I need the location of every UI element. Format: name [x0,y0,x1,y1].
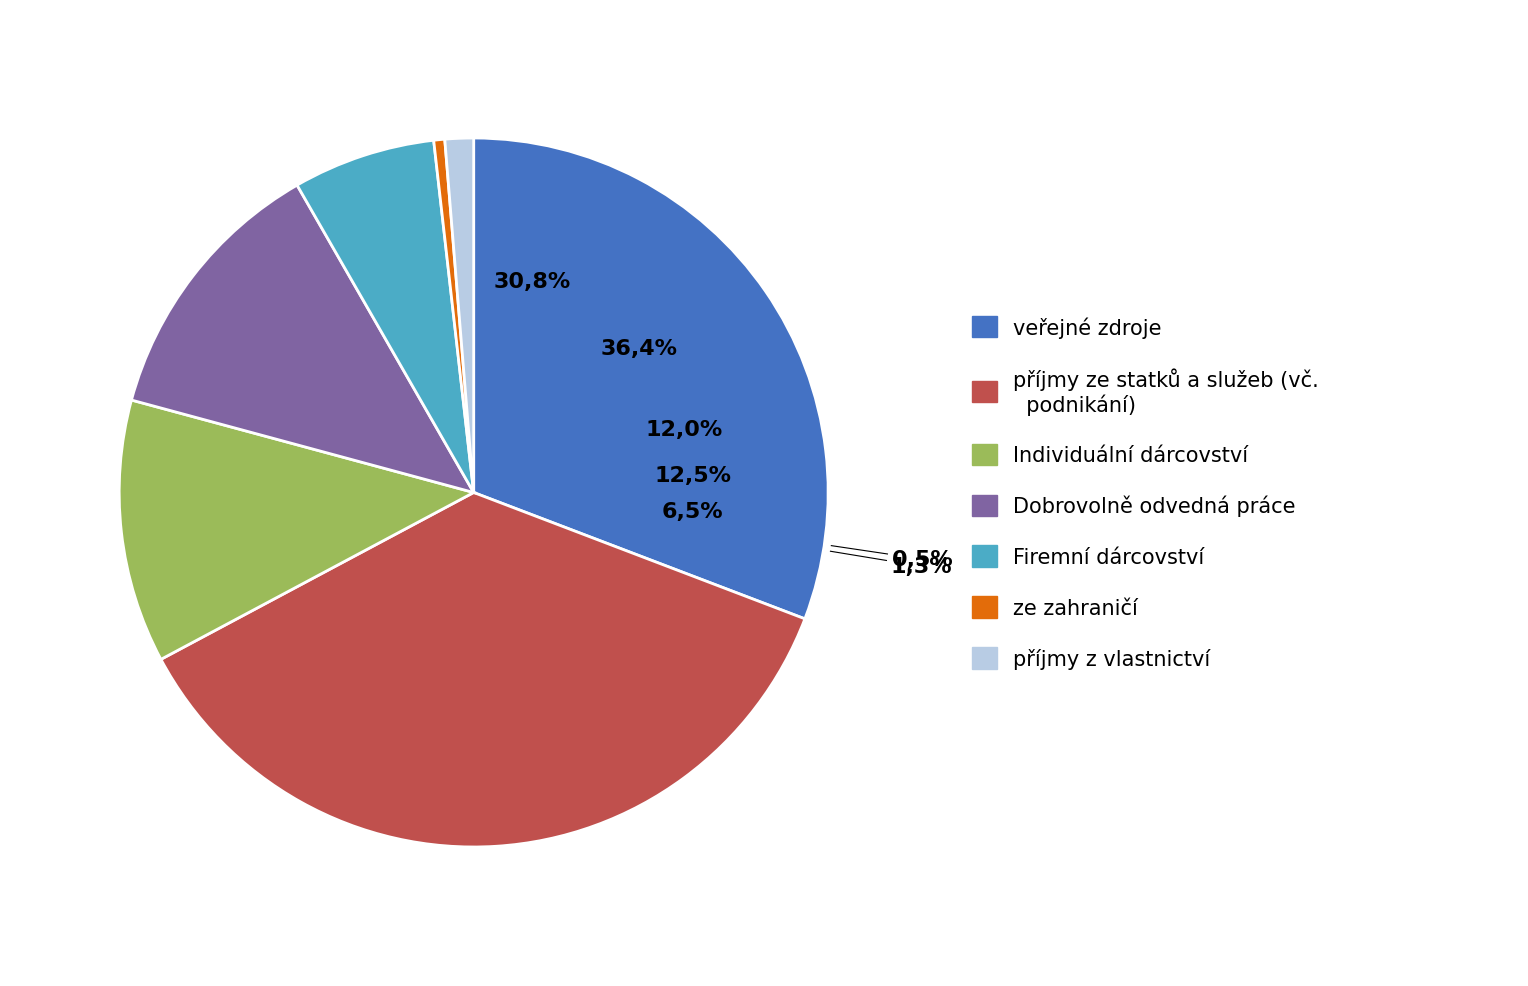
Text: 12,0%: 12,0% [645,420,723,440]
Text: 36,4%: 36,4% [601,339,678,359]
Text: 30,8%: 30,8% [494,271,570,291]
Wedge shape [296,141,474,493]
Wedge shape [474,139,828,619]
Text: 6,5%: 6,5% [662,502,723,522]
Wedge shape [119,400,474,660]
Text: 12,5%: 12,5% [654,465,732,485]
Wedge shape [131,186,474,493]
Text: 0,5%: 0,5% [892,549,953,570]
Wedge shape [434,140,474,493]
Legend: veřejné zdroje, příjmy ze statků a služeb (vč.
  podnikání), Individuální dárcov: veřejné zdroje, příjmy ze statků a služe… [972,317,1319,669]
Wedge shape [160,493,805,847]
Text: 1,3%: 1,3% [891,557,952,577]
Wedge shape [445,139,474,493]
